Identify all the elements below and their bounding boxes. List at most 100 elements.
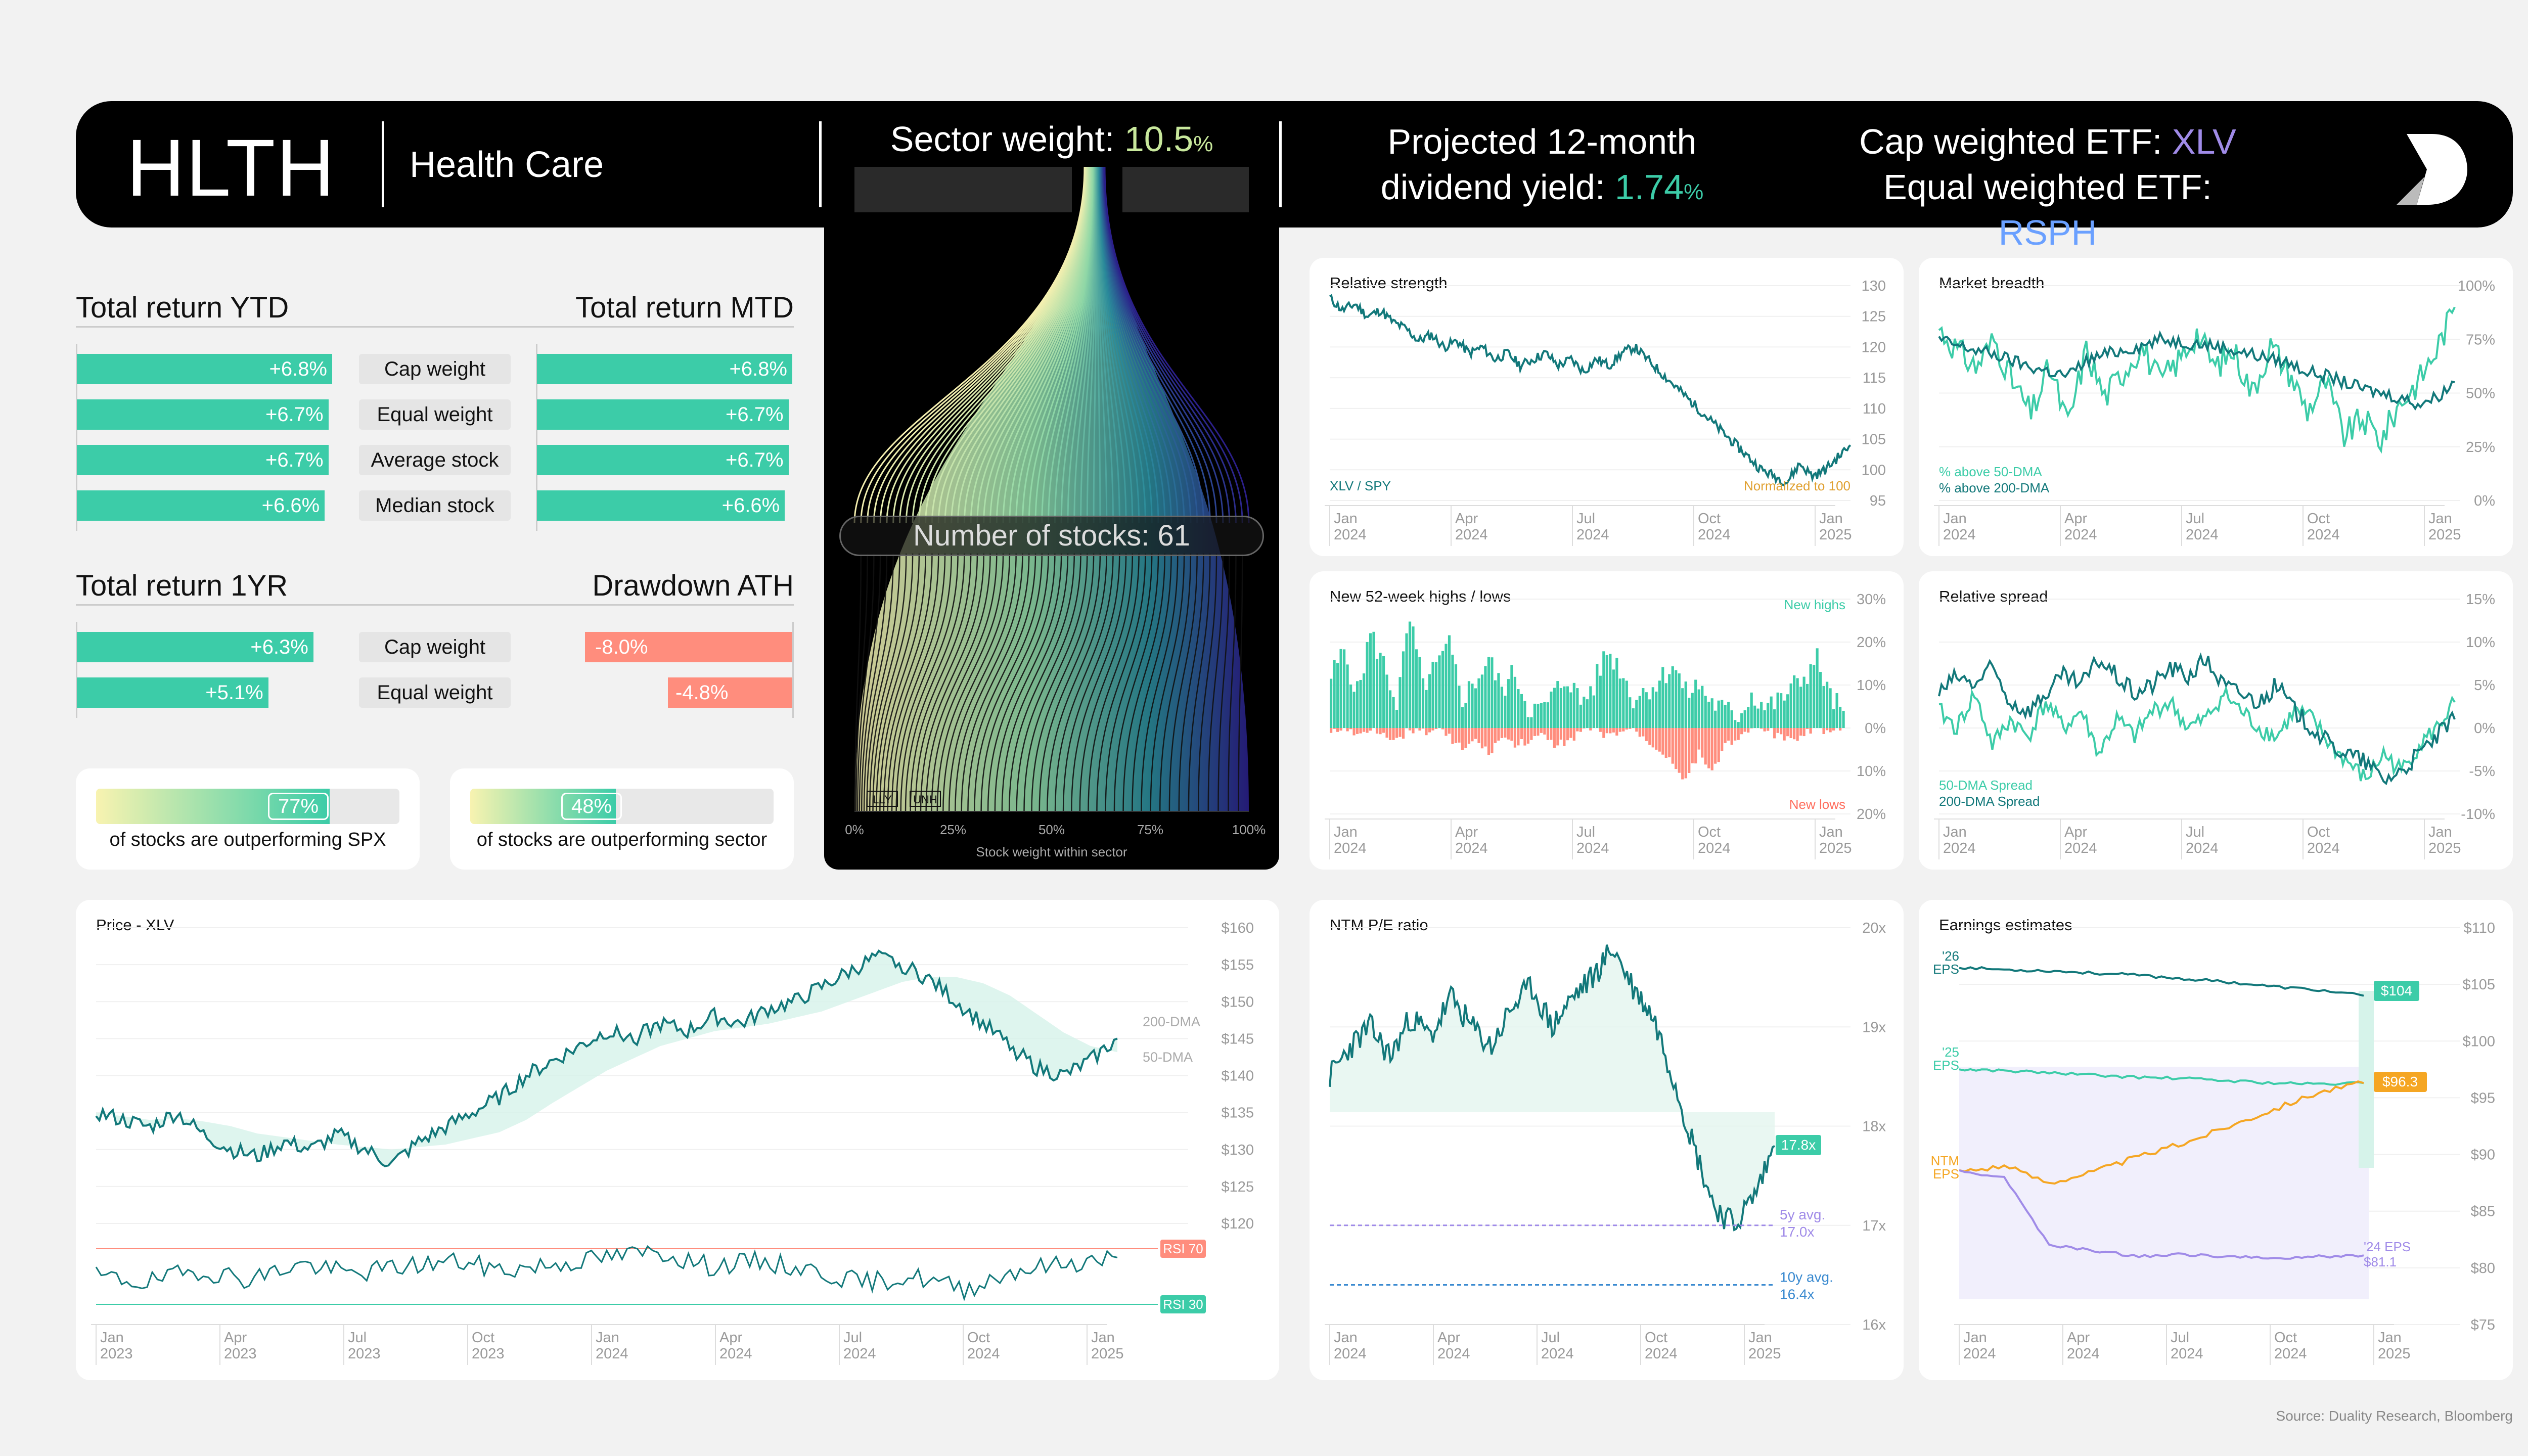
new-low-bar (1688, 728, 1691, 774)
drawdown-bar: -8.0% (585, 632, 792, 662)
x-tick-month: Oct (967, 1330, 990, 1346)
new-high-bar (1576, 688, 1579, 728)
x-tick-month: Jan (1943, 824, 1967, 840)
new-high-bar (1651, 687, 1654, 728)
new-high-bar (1471, 684, 1474, 728)
eps-line (1959, 1169, 2364, 1260)
ytd-bar: +6.7% (77, 399, 329, 430)
new-high-bar (1418, 657, 1421, 728)
x-tick-month: Apr (719, 1330, 742, 1346)
new-low-bar (1336, 728, 1339, 732)
new-high-bar (1441, 651, 1444, 728)
legend-label: % above 200-DMA (1939, 480, 2050, 495)
stock-flow-line (980, 553, 1049, 812)
stock-flow-line (920, 553, 984, 812)
new-high-bar (1333, 660, 1336, 728)
new-high-bar (1638, 696, 1641, 728)
x-tick-year: 2024 (1455, 840, 1488, 856)
highs-label: New highs (1784, 597, 1845, 612)
new-low-bar (1480, 728, 1484, 749)
header-bar: HLTH Health Care Projected 12-month divi… (76, 101, 2513, 252)
y-tick: $145 (1221, 1031, 1254, 1047)
new-high-bar (1412, 626, 1415, 728)
new-low-bar (1491, 728, 1494, 753)
x-tick-month: Oct (2307, 511, 2330, 527)
estimate-band (1959, 1067, 2369, 1299)
new-high-bar (1553, 688, 1556, 728)
new-high-bar (1438, 655, 1441, 728)
new-high-bar (1385, 674, 1388, 728)
new-low-bar (1448, 728, 1451, 734)
mtd-bar: +6.7% (537, 399, 789, 430)
relative-strength-line (1329, 294, 1852, 487)
stock-flow-line (942, 553, 1011, 812)
y-tick: 100 (1862, 462, 1886, 478)
x-tick-month: Oct (1698, 511, 1721, 527)
new-low-bar (1605, 728, 1608, 734)
x-tick-month: Jan (2428, 824, 2452, 840)
new-low-bar (1392, 728, 1395, 740)
new-low-bar (1530, 728, 1533, 740)
stock-flow-line (1047, 553, 1107, 812)
new-low-bar (1602, 728, 1605, 738)
new-low-bar (1556, 728, 1559, 746)
new-low-bar (1537, 728, 1540, 736)
new-high-bar (1635, 700, 1638, 728)
y-tick: $120 (1221, 1216, 1254, 1232)
new-low-bar (1661, 728, 1664, 755)
new-low-bar (1500, 728, 1504, 738)
new-low-bar (1599, 728, 1602, 732)
eps-series-label: '25 (1942, 1044, 1959, 1060)
breadth-line (1938, 306, 2456, 454)
x-tick-month: Apr (1437, 1330, 1460, 1346)
eps-line (1959, 1068, 2364, 1086)
new-low-bar (1710, 728, 1713, 770)
rsi-70-badge (1160, 1240, 1206, 1258)
new-low-bar (1333, 728, 1336, 729)
axis-line (76, 622, 77, 718)
x-tick-year: 2025 (1748, 1346, 1781, 1362)
x-tick-month: Oct (2307, 824, 2330, 840)
new-low-bar (1802, 728, 1805, 737)
source-note: Source: Duality Research, Bloomberg (2276, 1408, 2513, 1424)
new-low-bar (1724, 728, 1727, 743)
yr-bar: +5.1% (77, 677, 268, 708)
new-low-bar (1576, 728, 1579, 732)
stock-flow-line (863, 553, 894, 812)
new-low-bar (1471, 728, 1474, 742)
y-tick: $85 (2471, 1204, 2495, 1220)
new-high-bar (1829, 688, 1832, 728)
y-tick: $130 (1221, 1142, 1254, 1158)
new-low-bar (1477, 728, 1480, 743)
stock-flow-line (931, 553, 998, 812)
new-low-bar (1349, 728, 1352, 730)
new-low-bar (1461, 728, 1464, 750)
x-tick-month: Jul (2186, 824, 2204, 840)
x-tick-month: Jan (1091, 1330, 1115, 1346)
y-tick: -5% (2469, 763, 2495, 780)
stock-flow-line (883, 553, 933, 812)
stock-flow-line (1159, 553, 1192, 812)
row-label-pill: Average stock (359, 445, 511, 475)
new-low-bar (1510, 728, 1513, 741)
y-tick: 105 (1862, 432, 1886, 448)
new-low-bar (1717, 728, 1720, 762)
drawdown-bar: -4.8% (668, 677, 792, 708)
new-low-bar (1793, 728, 1796, 740)
x-tick-year: 2024 (1963, 1346, 1996, 1362)
new-high-bar (1517, 689, 1520, 728)
new-high-bar (1395, 710, 1398, 728)
y-tick: $110 (2464, 920, 2495, 936)
header-divider (382, 121, 384, 207)
row-label-pill: Equal weight (359, 399, 511, 430)
new-low-bar (1740, 728, 1743, 735)
new-low-bar (1330, 728, 1333, 733)
stock-flow-line (879, 553, 926, 812)
y-tick: 18x (1862, 1119, 1886, 1135)
new-low-bar (1563, 728, 1566, 746)
equal-etf: RSPH (1998, 213, 2097, 252)
stock-flow-line (1178, 553, 1204, 812)
new-high-bar (1602, 651, 1605, 728)
new-high-bar (1388, 690, 1392, 728)
stock-flow-line (1188, 553, 1211, 812)
